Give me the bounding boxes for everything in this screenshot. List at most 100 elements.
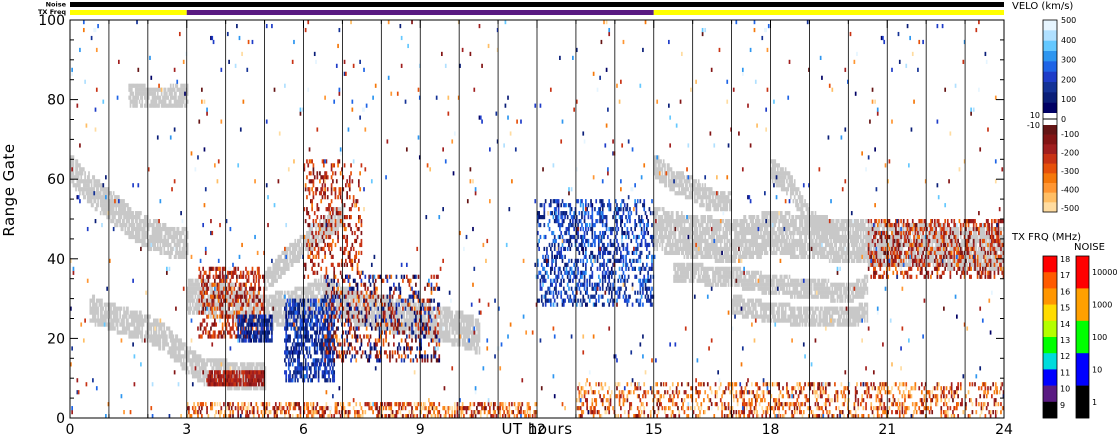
ground-scatter-cell — [156, 222, 159, 228]
ground-scatter-cell — [133, 95, 136, 100]
ground-scatter-cell — [158, 87, 160, 92]
ground-scatter-cell — [655, 242, 657, 248]
ground-scatter-cell — [172, 342, 175, 347]
ground-scatter-cell — [402, 302, 404, 307]
ground-scatter-cell — [203, 306, 206, 311]
ground-scatter-cell — [683, 234, 686, 240]
ground-scatter-cell — [175, 83, 177, 88]
ground-scatter-cell — [295, 246, 298, 252]
ground-scatter-cell — [129, 334, 132, 339]
ground-scatter-cell — [272, 326, 275, 331]
ground-scatter-cell — [345, 290, 347, 295]
ground-scatter-cell — [762, 219, 765, 224]
ground-scatter-cell — [749, 215, 752, 220]
ground-scatter-cell — [378, 302, 381, 307]
ground-scatter-cell — [155, 87, 158, 92]
ground-scatter-cell — [285, 246, 288, 252]
ground-scatter-cell — [282, 318, 285, 323]
ground-scatter-cell — [727, 250, 730, 256]
ground-scatter-cell — [351, 310, 354, 315]
ground-scatter-cell — [655, 222, 657, 228]
ground-scatter-cell — [713, 234, 716, 240]
ground-scatter-cell — [278, 298, 281, 303]
ground-scatter-cell — [424, 318, 426, 323]
ground-scatter-cell — [683, 254, 686, 259]
ground-scatter-cell — [168, 334, 171, 339]
ground-scatter-cell — [321, 294, 324, 299]
ground-scatter-cell — [682, 234, 684, 240]
ground-scatter-cell — [797, 230, 800, 236]
ground-scatter-cell — [752, 222, 755, 228]
ground-scatter-cell — [669, 234, 672, 240]
ground-scatter-cell — [228, 294, 230, 299]
ground-scatter-cell — [162, 334, 164, 339]
ground-scatter-cell — [725, 226, 727, 232]
ground-scatter-cell — [683, 187, 686, 192]
ground-scatter-cell — [315, 282, 317, 287]
ground-scatter-cell — [718, 258, 721, 263]
ground-scatter-cell — [368, 302, 371, 307]
ground-scatter-cell — [679, 175, 682, 180]
ground-scatter-cell — [348, 310, 351, 315]
ground-scatter-cell — [197, 278, 199, 283]
ground-scatter-cell — [171, 334, 173, 339]
ground-scatter-cell — [343, 298, 346, 303]
ground-scatter-cell — [339, 294, 342, 299]
ground-scatter-cell — [726, 199, 729, 204]
ground-scatter-cell — [132, 83, 134, 88]
ground-scatter-cell — [312, 310, 315, 315]
ground-scatter-cell — [709, 199, 712, 204]
ground-scatter-cell — [213, 314, 216, 319]
ground-scatter-cell — [453, 322, 456, 327]
ground-scatter-cell — [156, 226, 159, 232]
ground-scatter-cell — [155, 99, 158, 104]
ground-scatter-cell — [153, 334, 155, 339]
ground-scatter-cell — [309, 294, 312, 299]
ground-scatter-cell — [268, 322, 271, 327]
ground-scatter-cell — [377, 318, 380, 323]
ground-scatter-cell — [760, 230, 762, 236]
ground-scatter-cell — [666, 250, 669, 256]
ground-scatter-cell — [89, 298, 92, 303]
ground-scatter-cell — [345, 298, 347, 303]
ground-scatter-cell — [268, 270, 271, 275]
ground-scatter-cell — [230, 386, 233, 391]
ground-scatter-cell — [775, 246, 778, 252]
ground-scatter-cell — [181, 95, 184, 100]
ground-scatter-cell — [692, 250, 695, 256]
ground-scatter-cell — [346, 294, 349, 299]
ground-scatter-cell — [147, 318, 150, 323]
ground-scatter-cell — [728, 254, 731, 259]
ground-scatter-cell — [258, 322, 260, 327]
ground-scatter-cell — [665, 183, 668, 188]
ground-scatter-cell — [278, 322, 281, 327]
ground-scatter-cell — [261, 378, 264, 383]
ground-scatter-cell — [658, 163, 661, 168]
ground-scatter-cell — [191, 350, 194, 355]
ground-scatter-cell — [176, 238, 179, 244]
ground-scatter-cell — [686, 195, 688, 200]
ground-scatter-cell — [656, 226, 659, 232]
ground-scatter-cell — [739, 219, 742, 224]
ground-scatter-cell — [350, 290, 352, 295]
ground-scatter-cell — [271, 294, 273, 299]
ground-scatter-cell — [429, 318, 432, 323]
ground-scatter-cell — [274, 314, 277, 319]
ground-scatter-cell — [760, 246, 762, 252]
ground-scatter-cell — [108, 314, 111, 319]
ground-scatter-cell — [250, 366, 253, 371]
ground-scatter-cell — [175, 95, 177, 100]
ground-scatter-cell — [320, 230, 323, 236]
ground-scatter-cell — [172, 234, 175, 240]
ground-scatter-cell — [261, 362, 264, 367]
ground-scatter-cell — [278, 310, 281, 315]
ground-scatter-cell — [686, 230, 688, 236]
ground-scatter-cell — [320, 238, 323, 244]
ground-scatter-cell — [786, 242, 788, 248]
ground-scatter-layer — [70, 83, 1005, 391]
ground-scatter-cell — [129, 314, 132, 319]
ground-scatter-cell — [413, 334, 416, 339]
ground-scatter-cell — [693, 199, 696, 204]
ground-scatter-cell — [242, 306, 245, 311]
ground-scatter-cell — [154, 219, 157, 224]
